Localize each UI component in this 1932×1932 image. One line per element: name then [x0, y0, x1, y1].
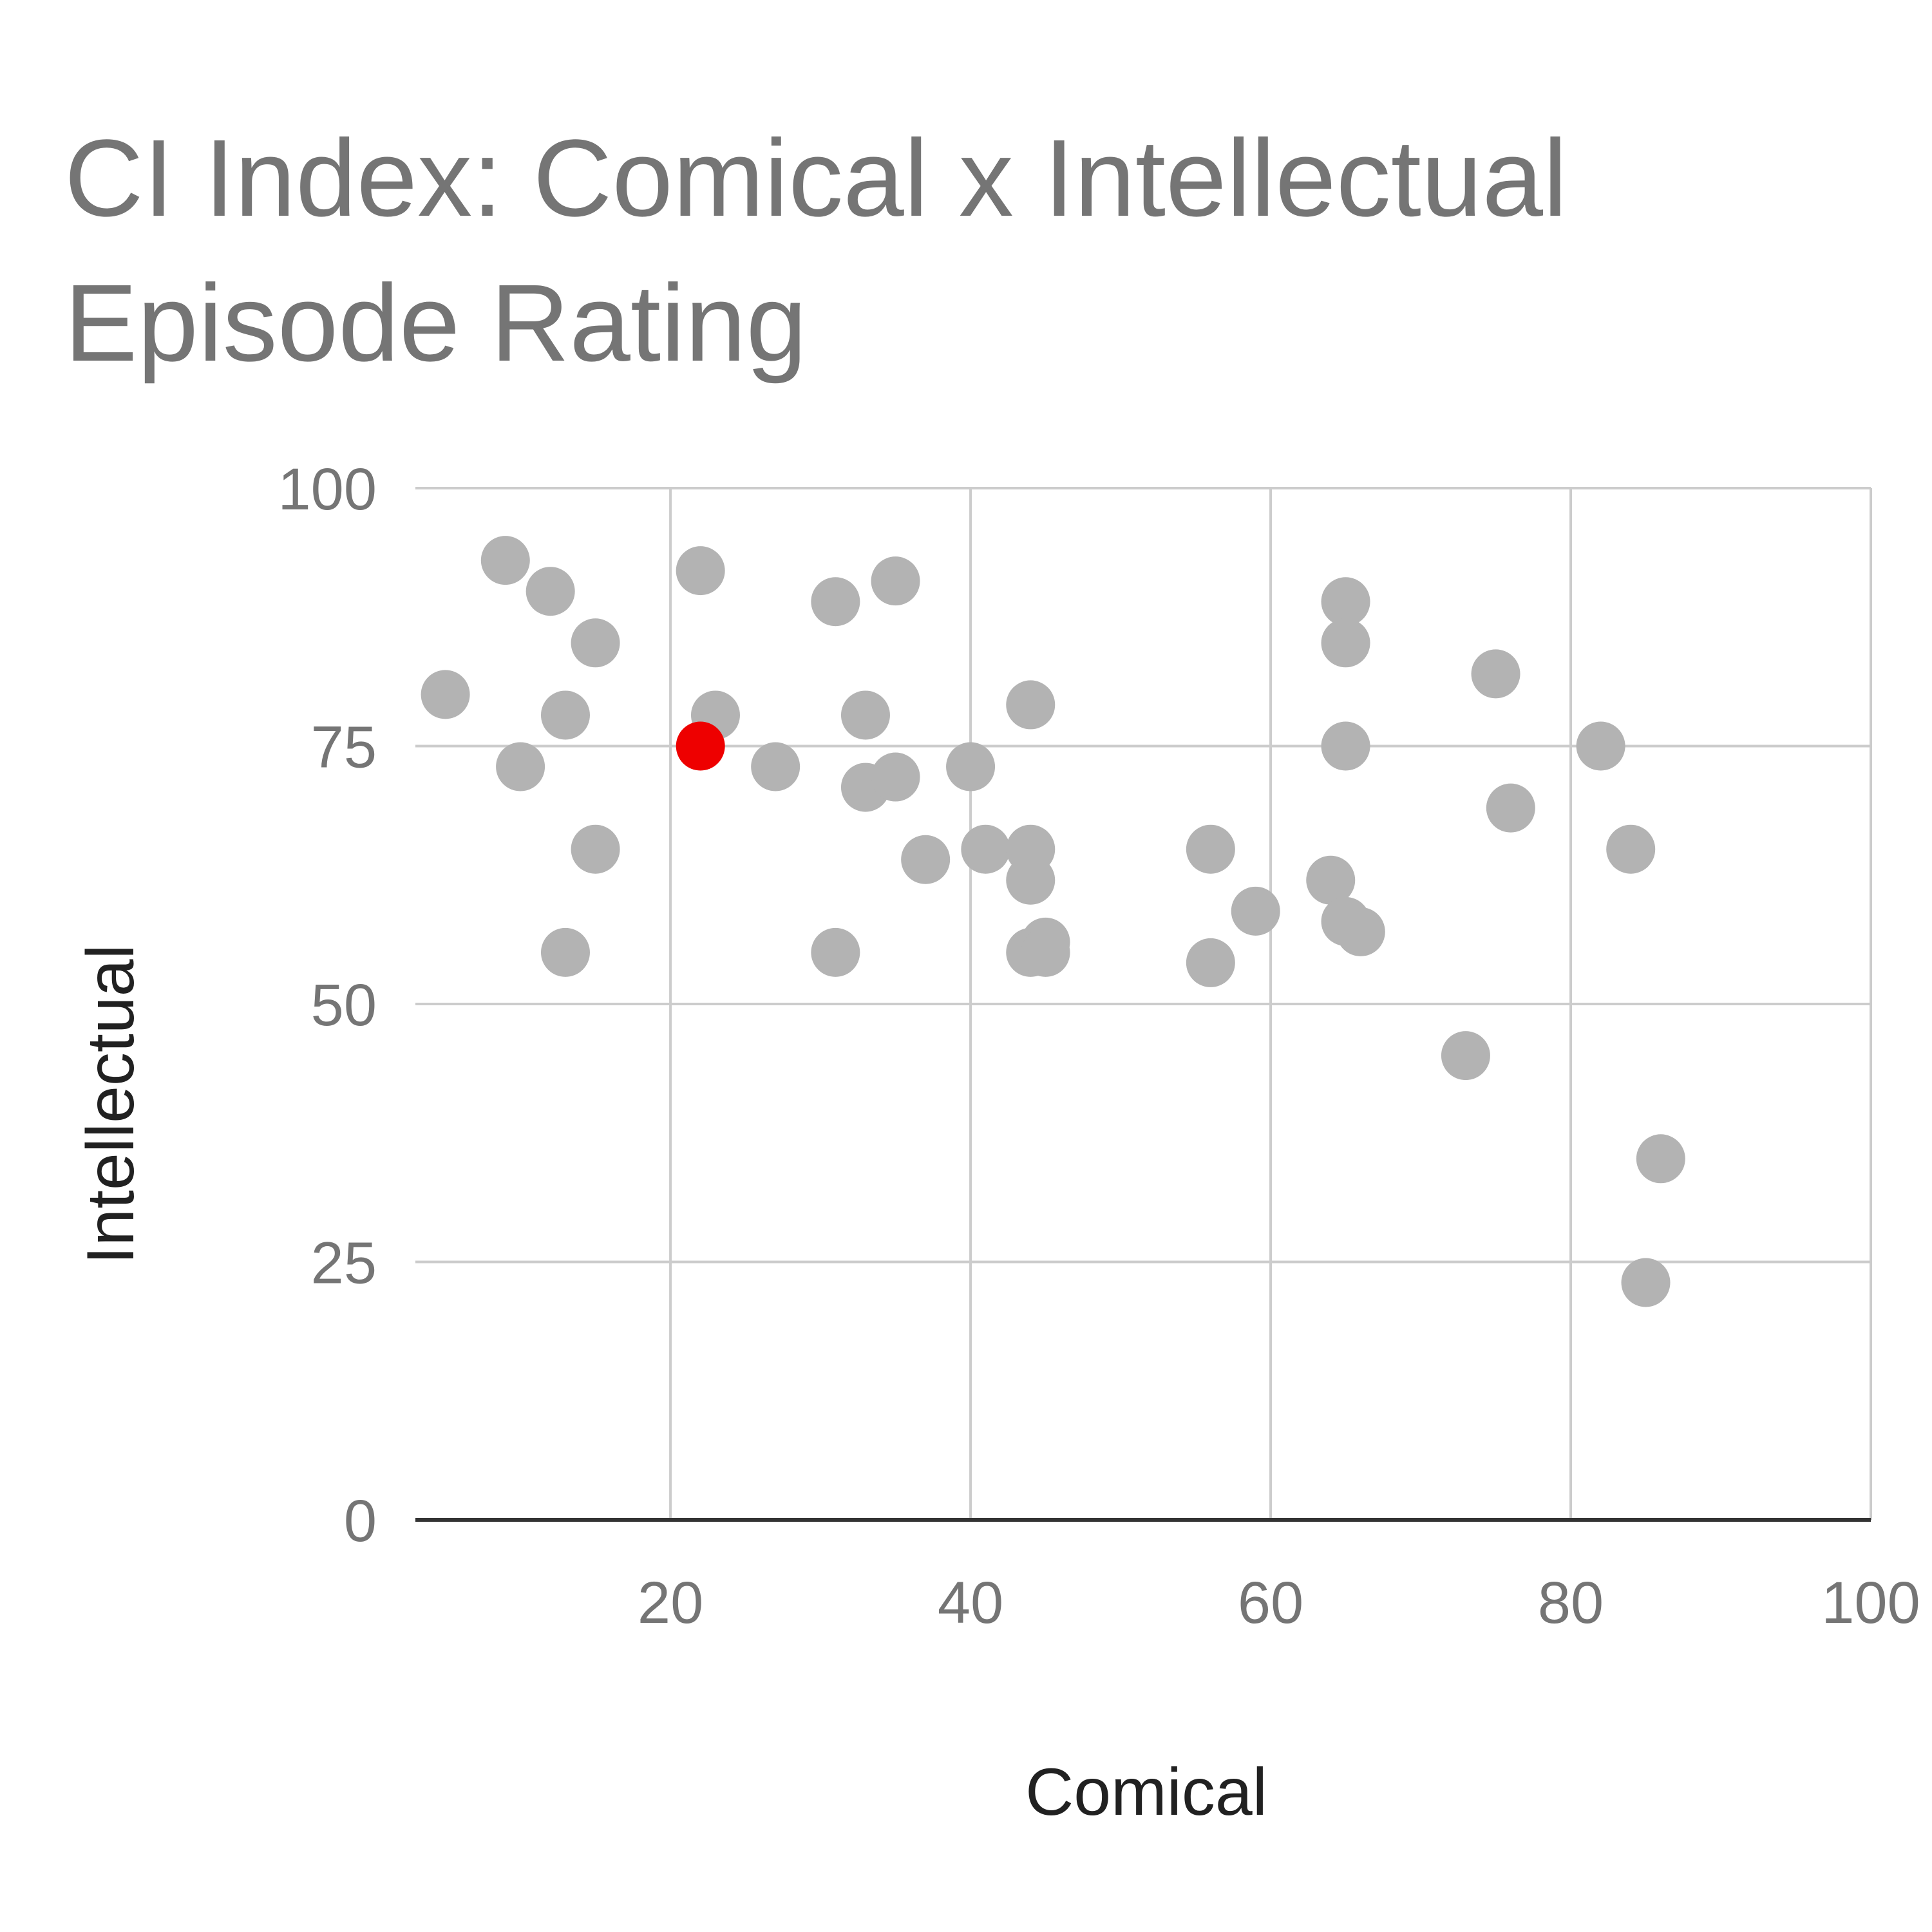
- data-point: [1576, 721, 1625, 771]
- data-point: [540, 927, 590, 977]
- data-point: [571, 618, 620, 668]
- data-point: [1021, 927, 1070, 977]
- data-point: [871, 752, 920, 802]
- data-point: [571, 824, 620, 874]
- data-point: [1336, 907, 1385, 956]
- x-tick-label: 80: [1538, 1570, 1604, 1636]
- data-point: [1441, 1031, 1490, 1081]
- data-point: [1621, 1258, 1671, 1307]
- chart-title-line-1: CI Index: Comical x Intellectual: [64, 117, 1567, 240]
- data-point: [1186, 938, 1235, 987]
- x-tick-label: 100: [1821, 1570, 1920, 1636]
- data-point: [961, 824, 1010, 874]
- data-point: [1231, 886, 1280, 936]
- points-layer: [421, 536, 1685, 1307]
- data-point: [421, 670, 470, 719]
- chart-title: CI Index: Comical x Intellectual Episode…: [64, 106, 1803, 396]
- data-point: [1636, 1134, 1685, 1184]
- data-point: [1186, 824, 1235, 874]
- y-tick-label: 50: [311, 972, 377, 1038]
- axis-layer: 0 25 50 75 100 20 40 60 80 100: [278, 457, 1920, 1636]
- x-tick-label: 40: [938, 1570, 1003, 1636]
- data-point: [811, 577, 860, 627]
- data-point: [840, 690, 890, 740]
- data-point: [1006, 855, 1056, 905]
- data-point: [1006, 680, 1056, 730]
- y-tick-label: 25: [311, 1231, 377, 1296]
- y-tick-label: 0: [344, 1488, 377, 1554]
- y-axis-title: Intellectual: [73, 944, 148, 1264]
- data-point: [751, 742, 800, 791]
- data-point: [540, 690, 590, 740]
- data-point: [901, 835, 951, 884]
- data-point: [871, 556, 920, 606]
- data-point: [1306, 855, 1356, 905]
- data-point: [480, 536, 530, 585]
- y-tick-label: 75: [311, 715, 377, 781]
- highlighted-data-point: [676, 721, 725, 771]
- x-axis-title: Comical: [1025, 1755, 1267, 1830]
- data-point: [946, 742, 996, 791]
- data-point: [496, 742, 545, 791]
- grid-layer: [415, 487, 1872, 1520]
- x-tick-label: 20: [638, 1570, 703, 1636]
- data-point: [526, 567, 575, 616]
- data-point: [1606, 824, 1656, 874]
- chart-title-line-2: Episode Rating: [64, 262, 807, 384]
- data-point: [676, 546, 725, 596]
- y-tick-label: 100: [278, 457, 377, 522]
- data-point: [1321, 577, 1370, 627]
- x-tick-label: 60: [1238, 1570, 1303, 1636]
- data-point: [811, 927, 860, 977]
- data-point: [1321, 618, 1370, 668]
- data-point: [1486, 783, 1535, 833]
- data-point: [1471, 649, 1520, 699]
- data-point: [1321, 721, 1370, 771]
